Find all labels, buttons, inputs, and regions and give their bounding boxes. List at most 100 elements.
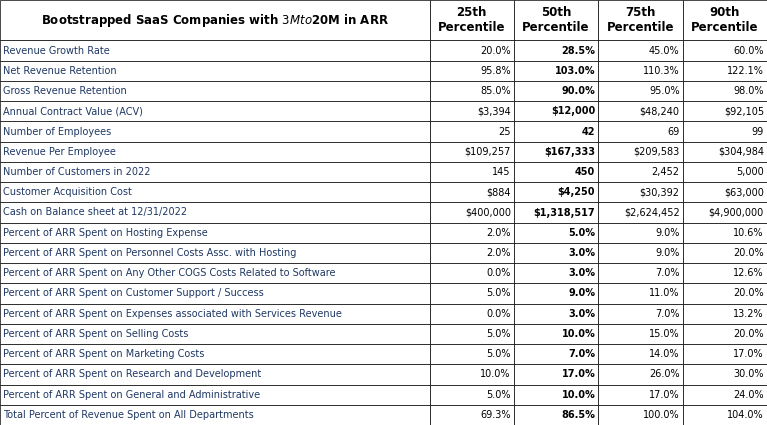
Bar (598, 101, 683, 122)
Text: 5.0%: 5.0% (486, 289, 511, 298)
Text: Gross Revenue Retention: Gross Revenue Retention (3, 86, 127, 96)
Text: 20.0%: 20.0% (733, 329, 764, 339)
Bar (0, 344, 430, 364)
Bar (598, 81, 683, 101)
Bar (598, 344, 683, 364)
Text: 98.0%: 98.0% (733, 86, 764, 96)
Text: 75th
Percentile: 75th Percentile (607, 6, 674, 34)
Bar (598, 162, 683, 182)
Text: 122.1%: 122.1% (727, 66, 764, 76)
Text: 145: 145 (492, 167, 511, 177)
Text: 85.0%: 85.0% (480, 86, 511, 96)
Text: 5.0%: 5.0% (486, 329, 511, 339)
Bar (0, 385, 430, 405)
Text: 86.5%: 86.5% (561, 410, 595, 420)
Bar (430, 405, 514, 425)
Text: $400,000: $400,000 (465, 207, 511, 218)
Text: $3,394: $3,394 (477, 106, 511, 116)
Bar (514, 40, 598, 61)
Bar (430, 243, 514, 263)
Bar (430, 223, 514, 243)
Bar (430, 0, 514, 40)
Bar (430, 324, 514, 344)
Bar (514, 283, 598, 303)
Text: $4,250: $4,250 (558, 187, 595, 197)
Text: 7.0%: 7.0% (568, 349, 595, 359)
Bar (683, 364, 767, 385)
Text: 10.0%: 10.0% (480, 369, 511, 380)
Bar (430, 122, 514, 142)
Text: 17.0%: 17.0% (561, 369, 595, 380)
Text: $167,333: $167,333 (545, 147, 595, 157)
Text: Percent of ARR Spent on Any Other COGS Costs Related to Software: Percent of ARR Spent on Any Other COGS C… (3, 268, 336, 278)
Text: 95.0%: 95.0% (649, 86, 680, 96)
Bar (0, 202, 430, 223)
Bar (514, 142, 598, 162)
Text: $1,318,517: $1,318,517 (534, 207, 595, 218)
Text: Number of Employees: Number of Employees (3, 127, 111, 136)
Bar (683, 324, 767, 344)
Bar (683, 122, 767, 142)
Bar (430, 283, 514, 303)
Bar (514, 263, 598, 283)
Text: 28.5%: 28.5% (561, 45, 595, 56)
Text: 104.0%: 104.0% (727, 410, 764, 420)
Text: Percent of ARR Spent on Marketing Costs: Percent of ARR Spent on Marketing Costs (3, 349, 205, 359)
Bar (0, 40, 430, 61)
Bar (514, 405, 598, 425)
Text: 10.6%: 10.6% (733, 228, 764, 238)
Bar (514, 364, 598, 385)
Text: 95.8%: 95.8% (480, 66, 511, 76)
Bar (598, 182, 683, 202)
Text: 60.0%: 60.0% (733, 45, 764, 56)
Text: 3.0%: 3.0% (568, 309, 595, 319)
Text: 7.0%: 7.0% (655, 309, 680, 319)
Text: Percent of ARR Spent on Expenses associated with Services Revenue: Percent of ARR Spent on Expenses associa… (3, 309, 342, 319)
Bar (430, 344, 514, 364)
Text: $63,000: $63,000 (724, 187, 764, 197)
Bar (683, 385, 767, 405)
Text: 30.0%: 30.0% (733, 369, 764, 380)
Bar (514, 223, 598, 243)
Text: $209,583: $209,583 (634, 147, 680, 157)
Bar (598, 0, 683, 40)
Text: $304,984: $304,984 (718, 147, 764, 157)
Bar (598, 385, 683, 405)
Text: $4,900,000: $4,900,000 (709, 207, 764, 218)
Bar (514, 182, 598, 202)
Text: 45.0%: 45.0% (649, 45, 680, 56)
Text: Annual Contract Value (ACV): Annual Contract Value (ACV) (3, 106, 143, 116)
Text: $884: $884 (486, 187, 511, 197)
Bar (514, 243, 598, 263)
Bar (0, 243, 430, 263)
Text: 20.0%: 20.0% (733, 289, 764, 298)
Bar (598, 40, 683, 61)
Text: 25: 25 (499, 127, 511, 136)
Text: Percent of ARR Spent on Selling Costs: Percent of ARR Spent on Selling Costs (3, 329, 189, 339)
Text: 9.0%: 9.0% (655, 248, 680, 258)
Bar (598, 303, 683, 324)
Text: 17.0%: 17.0% (733, 349, 764, 359)
Text: 9.0%: 9.0% (568, 289, 595, 298)
Text: Number of Customers in 2022: Number of Customers in 2022 (3, 167, 150, 177)
Text: 14.0%: 14.0% (649, 349, 680, 359)
Text: Cash on Balance sheet at 12/31/2022: Cash on Balance sheet at 12/31/2022 (3, 207, 187, 218)
Text: $30,392: $30,392 (640, 187, 680, 197)
Bar (598, 223, 683, 243)
Bar (514, 324, 598, 344)
Text: 69.3%: 69.3% (480, 410, 511, 420)
Text: $92,105: $92,105 (724, 106, 764, 116)
Text: 5.0%: 5.0% (568, 228, 595, 238)
Bar (430, 81, 514, 101)
Bar (598, 283, 683, 303)
Bar (683, 303, 767, 324)
Bar (0, 0, 430, 40)
Bar (0, 182, 430, 202)
Bar (514, 122, 598, 142)
Text: 13.2%: 13.2% (733, 309, 764, 319)
Bar (598, 263, 683, 283)
Text: 10.0%: 10.0% (561, 390, 595, 400)
Text: 50th
Percentile: 50th Percentile (522, 6, 590, 34)
Text: $12,000: $12,000 (551, 106, 595, 116)
Text: Bootstrapped SaaS Companies with $3M to $20M in ARR: Bootstrapped SaaS Companies with $3M to … (41, 12, 389, 29)
